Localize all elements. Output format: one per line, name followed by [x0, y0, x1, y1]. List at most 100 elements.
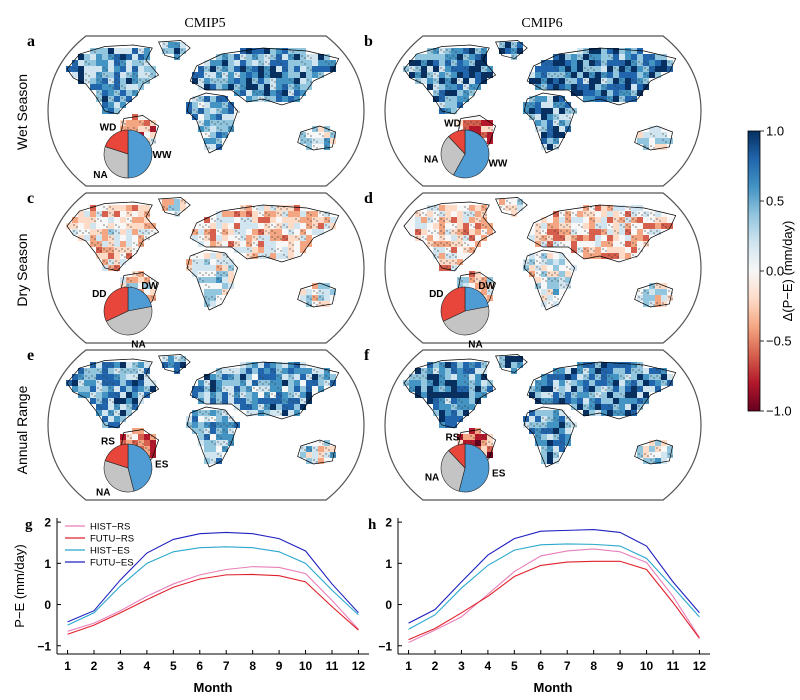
significance-dot	[410, 387, 412, 389]
map-cell	[613, 211, 619, 217]
map-cell	[150, 72, 156, 78]
map-cell	[631, 392, 637, 398]
significance-dot	[85, 375, 87, 377]
significance-dot	[247, 369, 249, 371]
significance-dot	[310, 81, 312, 83]
significance-dot	[100, 81, 102, 83]
map-cell	[204, 283, 210, 289]
map-cell	[541, 416, 547, 422]
significance-dot	[139, 121, 141, 123]
pie-slice-es	[127, 443, 153, 492]
significance-dot	[446, 218, 448, 220]
significance-dot	[328, 141, 330, 143]
significance-dot	[464, 127, 466, 129]
significance-dot	[653, 232, 655, 234]
significance-dot	[235, 236, 237, 238]
significance-dot	[115, 55, 117, 57]
map-cell	[108, 217, 114, 223]
significance-dot	[647, 214, 649, 216]
map-cell	[234, 404, 240, 410]
map-cell	[619, 404, 625, 410]
x-tick-label: 8	[249, 659, 256, 673]
significance-dot	[325, 139, 327, 141]
significance-dot	[635, 81, 637, 83]
significance-dot	[316, 383, 318, 385]
map-cell	[583, 223, 589, 229]
map-cell	[559, 217, 565, 223]
significance-dot	[220, 298, 222, 300]
significance-dot	[136, 129, 138, 131]
significance-dot	[455, 365, 457, 367]
map-cell	[246, 84, 252, 90]
significance-dot	[479, 69, 481, 71]
map-cell	[174, 368, 180, 374]
map-cell	[607, 90, 613, 96]
map-cell	[282, 229, 288, 235]
significance-dot	[545, 425, 547, 427]
map-cell	[439, 223, 445, 229]
significance-dot	[211, 387, 213, 389]
significance-dot	[638, 405, 640, 407]
significance-dot	[458, 405, 460, 407]
significance-dot	[151, 441, 153, 443]
map-cell	[613, 410, 619, 416]
significance-dot	[638, 387, 640, 389]
significance-dot	[76, 226, 78, 228]
significance-dot	[569, 425, 571, 427]
map-cell	[637, 386, 643, 392]
map-cell	[132, 84, 138, 90]
map-cell	[619, 96, 625, 102]
map-cell	[643, 144, 649, 150]
significance-dot	[76, 232, 78, 234]
map-cell	[108, 259, 114, 265]
significance-dot	[614, 411, 616, 413]
significance-dot	[476, 55, 478, 57]
map-cell	[204, 416, 210, 422]
significance-dot	[668, 381, 670, 383]
map-cell	[198, 126, 204, 132]
map-cell	[210, 138, 216, 144]
map-cell	[246, 247, 252, 253]
map-cell	[457, 217, 463, 223]
map-cell	[559, 271, 565, 277]
map-cell	[78, 368, 84, 374]
significance-dot	[205, 411, 207, 413]
significance-dot	[325, 453, 327, 455]
significance-dot	[118, 371, 120, 373]
map-cell	[84, 60, 90, 66]
significance-dot	[605, 250, 607, 252]
significance-dot	[304, 449, 306, 451]
map-cell	[252, 211, 258, 217]
map-cell	[445, 78, 451, 84]
map-cell	[252, 205, 258, 211]
significance-dot	[265, 224, 267, 226]
significance-dot	[458, 278, 460, 280]
significance-dot	[130, 226, 132, 228]
significance-dot	[211, 218, 213, 220]
map-cell	[270, 368, 276, 374]
significance-dot	[205, 127, 207, 129]
map-cell	[637, 90, 643, 96]
map-cell	[240, 380, 246, 386]
map-cell	[541, 265, 547, 271]
map-cell	[613, 78, 619, 84]
significance-dot	[112, 238, 114, 240]
significance-dot	[626, 381, 628, 383]
map-cell	[216, 217, 222, 223]
map-cell	[649, 283, 655, 289]
significance-dot	[650, 133, 652, 135]
significance-dot	[316, 377, 318, 379]
map-cell	[445, 235, 451, 241]
map-cell	[469, 223, 475, 229]
map-cell	[192, 253, 198, 259]
x-tick-label: 3	[458, 659, 465, 673]
significance-dot	[313, 224, 315, 226]
map-cell	[312, 54, 318, 60]
significance-dot	[235, 230, 237, 232]
map-cell	[619, 217, 625, 223]
significance-dot	[578, 224, 580, 226]
significance-dot	[208, 129, 210, 131]
continent-outline-greenland	[158, 197, 191, 216]
map-cell	[234, 90, 240, 96]
map-cell	[463, 392, 469, 398]
